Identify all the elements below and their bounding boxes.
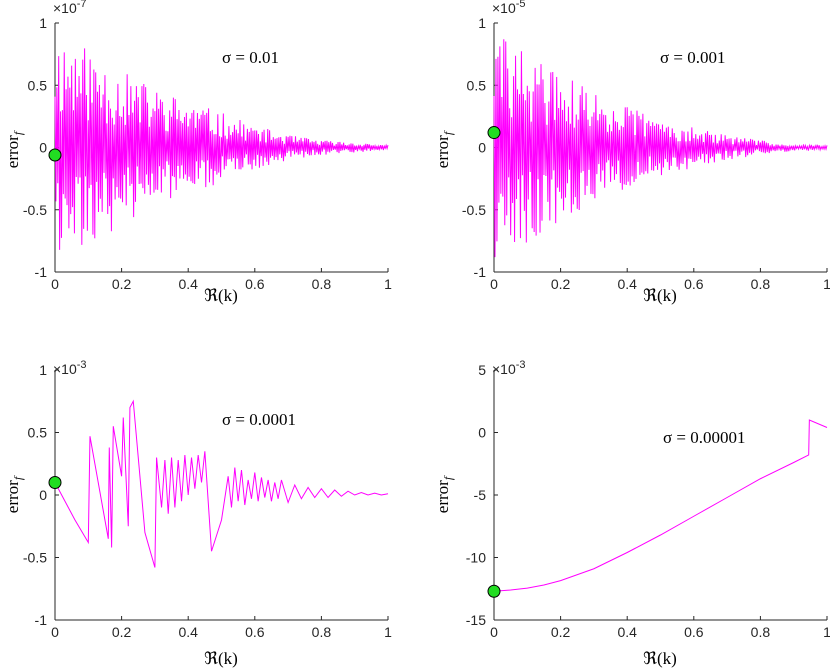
start-point-marker [487,126,501,140]
exponent-label: ×10-7 [53,0,87,16]
x-tick-label: 0 [490,276,498,292]
x-axis-label: ℜ(k) [204,286,238,305]
y-tick-label: -1 [35,612,48,628]
x-tick-label: 0.2 [112,276,132,292]
y-tick-label: 1 [478,15,486,31]
y-tick-label: 0 [478,425,486,441]
x-tick-label: 0.6 [684,624,704,640]
x-tick-label: 0 [51,624,59,640]
error-series-line [54,48,389,250]
x-tick-label: 1 [823,624,830,640]
x-tick-label: 0.4 [178,624,198,640]
x-tick-label: 0.2 [551,276,571,292]
start-point-marker [487,584,501,598]
error-series-line [54,399,389,568]
x-tick-label: 0.2 [551,624,571,640]
x-tick-label: 1 [384,624,392,640]
y-tick-label: -10 [466,550,486,566]
y-tick-label: 0.5 [28,77,48,93]
y-tick-label: 5 [478,362,486,378]
sigma-annotation: σ = 0.001 [660,48,726,67]
y-tick-label: 0.5 [28,425,48,441]
x-tick-label: 1 [384,276,392,292]
error-series-line [493,419,828,592]
y-tick-label: 0 [39,140,47,156]
exponent-label: ×10-3 [492,359,526,377]
x-tick-label: 0.2 [112,624,132,640]
x-tick-label: 0.8 [312,624,332,640]
x-axis-label: ℜ(k) [643,649,677,668]
x-tick-label: 1 [823,276,830,292]
sigma-annotation: σ = 0.01 [222,48,279,67]
y-tick-label: -0.5 [462,202,486,218]
x-tick-label: 0.4 [617,624,637,640]
y-axis-label: errorf [433,130,455,168]
error-series-line [493,39,828,258]
y-tick-label: 0.5 [467,77,487,93]
sigma-annotation: σ = 0.00001 [663,428,746,447]
sigma-annotation: σ = 0.0001 [222,410,296,429]
y-tick-label: 1 [39,15,47,31]
y-tick-label: 0 [478,140,486,156]
y-tick-label: -0.5 [23,550,47,566]
y-tick-label: -15 [466,612,486,628]
y-tick-label: 1 [39,362,47,378]
y-axis-label: errorf [3,475,25,513]
panel-sigma-0.00001: σ = 0.00001 ×10-3 errorf ℜ(k) 0 0.2 0.4 0.6… [433,359,830,668]
x-tick-label: 0.6 [245,624,265,640]
y-tick-label: 0 [39,487,47,503]
x-tick-label: 0.8 [751,624,771,640]
x-tick-label: 0.4 [178,276,198,292]
y-tick-label: -1 [474,264,487,280]
panel-sigma-0.001: σ = 0.001 ×10-5 errorf ℜ(k) 0 0.2 0.4 0.6 0.… [433,0,830,305]
exponent-label: ×10-5 [492,0,526,16]
start-point-marker [48,476,62,489]
x-tick-label: 0.6 [245,276,265,292]
exponent-label: ×10-3 [53,359,87,377]
y-axis-label: errorf [3,130,25,168]
x-tick-label: 0.6 [684,276,704,292]
x-tick-label: 0 [490,624,498,640]
y-tick-label: -0.5 [23,202,47,218]
x-axis-label: ℜ(k) [643,286,677,305]
panel-sigma-0.0001: σ = 0.0001 ×10-3 errorf ℜ(k) 0 0.2 0.4 0.6 0… [3,359,392,668]
start-point-marker [48,148,62,162]
panel-sigma-0.01: σ = 0.01 ×10-7 errorf ℜ(k) 0 0.2 0.4 0.6 0.8… [3,0,392,305]
x-tick-label: 0 [51,276,59,292]
x-tick-label: 0.8 [751,276,771,292]
x-tick-label: 0.4 [617,276,637,292]
y-tick-label: -5 [474,487,487,503]
x-tick-label: 0.8 [312,276,332,292]
x-axis-label: ℜ(k) [204,649,238,668]
y-tick-label: -1 [35,264,48,280]
y-axis-label: errorf [433,475,455,513]
